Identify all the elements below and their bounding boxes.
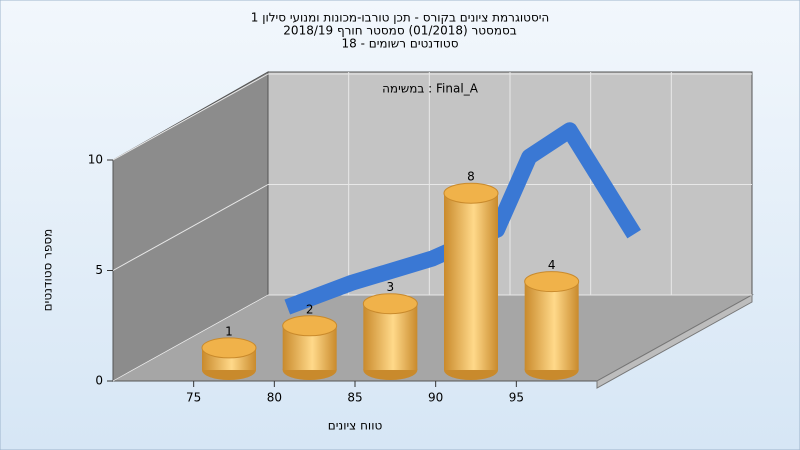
annotation: במשימה : Final_A [382, 82, 479, 96]
x-tick-label: 80 [267, 391, 282, 405]
y-tick-label: 0 [95, 374, 103, 388]
bar-body [444, 193, 498, 370]
title-line: היסטוגרמת ציונים בקורס - תכן טורבו-מכונו… [251, 11, 550, 25]
value-label: 2 [306, 302, 314, 316]
grid-line [112, 184, 269, 271]
bar-top [362, 293, 418, 315]
floor-edge [596, 294, 753, 389]
grid-line [112, 73, 269, 161]
bar-body [524, 281, 579, 370]
value-label: 8 [467, 170, 475, 184]
x-tick-label: 85 [347, 391, 362, 405]
bar-top [524, 271, 580, 293]
grid-line [112, 294, 269, 382]
y-tick-label: 10 [88, 153, 103, 167]
value-label: 3 [387, 280, 395, 294]
y-axis-label: מספר סטודנטים [41, 229, 55, 312]
y-tick-label: 5 [95, 263, 103, 277]
title-line: סטודנטים רשומים - 18 [341, 37, 458, 51]
title-line: בסמסטר (01/2018) סמסטר חורף 2018/19 [283, 24, 516, 38]
bar-body [363, 303, 418, 370]
value-label: 4 [548, 258, 556, 272]
bar-top [201, 337, 257, 359]
bar-top [282, 315, 338, 337]
x-tick-label: 75 [186, 391, 201, 405]
x-tick-label: 90 [428, 391, 443, 405]
bar-top [443, 182, 499, 204]
x-tick-label: 95 [509, 391, 524, 405]
value-label: 1 [225, 324, 233, 338]
x-axis-label: טווח ציונים [328, 419, 383, 433]
